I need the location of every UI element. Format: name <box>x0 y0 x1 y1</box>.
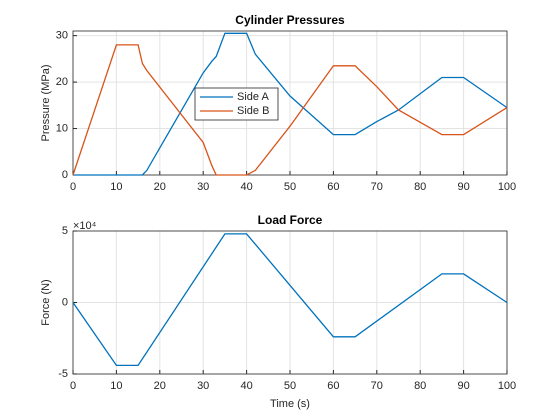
y-multiplier: ×10⁴ <box>73 220 97 232</box>
x-tick-label: 90 <box>457 380 469 392</box>
x-tick-label: 60 <box>327 181 339 193</box>
series-line <box>72 233 508 367</box>
x-tick-label: 0 <box>70 181 76 193</box>
x-tick-label: 70 <box>371 380 383 392</box>
legend-label: Side A <box>237 91 269 103</box>
x-tick-label: 60 <box>327 380 339 392</box>
y-tick-label: 30 <box>56 30 68 42</box>
axes-box <box>72 30 508 176</box>
x-axis-label: Time (s) <box>270 398 310 410</box>
x-tick-label: 100 <box>498 181 516 193</box>
legend-box <box>194 87 279 121</box>
x-tick-label: 10 <box>110 380 122 392</box>
y-axis-label: Force (N) <box>40 279 52 325</box>
y-tick-label: -5 <box>58 368 68 380</box>
x-tick-label: 50 <box>284 181 296 193</box>
legend-label: Side B <box>237 105 269 117</box>
x-tick-label: 80 <box>414 181 426 193</box>
y-tick-label: 10 <box>56 122 68 134</box>
x-tick-label: 100 <box>498 380 516 392</box>
x-tick-label: 40 <box>240 380 252 392</box>
x-tick-label: 40 <box>240 181 252 193</box>
x-tick-label: 20 <box>154 380 166 392</box>
x-tick-label: 50 <box>284 380 296 392</box>
x-tick-label: 90 <box>457 181 469 193</box>
x-tick-label: 80 <box>414 380 426 392</box>
x-tick-label: 30 <box>197 380 209 392</box>
y-tick-label: 0 <box>62 169 68 181</box>
chart-title: Load Force <box>258 213 323 227</box>
y-axis-label: Pressure (MPa) <box>40 64 52 141</box>
y-tick-label: 0 <box>62 296 68 308</box>
x-tick-label: 30 <box>197 181 209 193</box>
x-tick-label: 10 <box>110 181 122 193</box>
x-tick-label: 70 <box>371 181 383 193</box>
series-line <box>72 44 508 176</box>
y-tick-label: 5 <box>62 225 68 237</box>
x-tick-label: 0 <box>70 380 76 392</box>
x-tick-label: 20 <box>154 181 166 193</box>
y-tick-label: 20 <box>56 76 68 88</box>
chart-title: Cylinder Pressures <box>235 13 345 27</box>
